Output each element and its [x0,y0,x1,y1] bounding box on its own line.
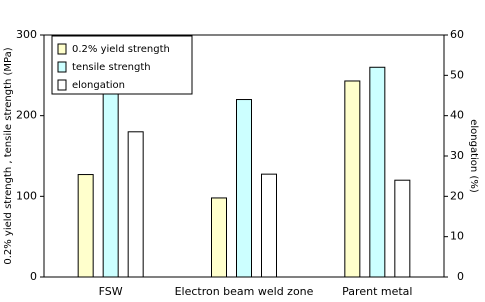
legend-swatch [57,43,67,55]
y-tick-label: 300 [16,28,37,41]
bar [236,99,252,278]
y2-tick-label: 50 [450,68,464,81]
legend-swatch [57,79,67,91]
legend-label: 0.2% yield strength [72,44,170,55]
bar [344,80,361,278]
bar [127,131,144,278]
legend-box [51,35,193,95]
legend-swatch [57,61,67,73]
y-tick-label: 100 [16,189,37,202]
bar [394,179,411,278]
bar [261,173,277,278]
y-axis-label: 0.2% yield strength , tensile strength (… [3,47,14,264]
bar [102,87,119,278]
x-tick-label: FSW [99,285,123,298]
y-tick-label: 0 [30,270,37,283]
y2-tick-label: 20 [450,189,464,202]
bar [77,174,94,278]
legend-label: elongation [72,80,125,91]
y2-tick-label: 40 [450,109,464,122]
x-tick-label: Parent metal [342,285,412,298]
legend-label: tensile strength [72,62,151,73]
y2-tick-label: 0 [457,270,464,283]
y2-tick-label: 60 [450,28,464,41]
y2-tick-label: 30 [450,149,464,162]
y2-axis-label: elongation (%) [468,119,479,193]
y-tick-label: 200 [16,109,37,122]
bar [369,66,386,278]
x-tick-label: Electron beam weld zone [175,285,314,298]
y2-tick-label: 10 [450,230,464,243]
bar [211,197,227,278]
